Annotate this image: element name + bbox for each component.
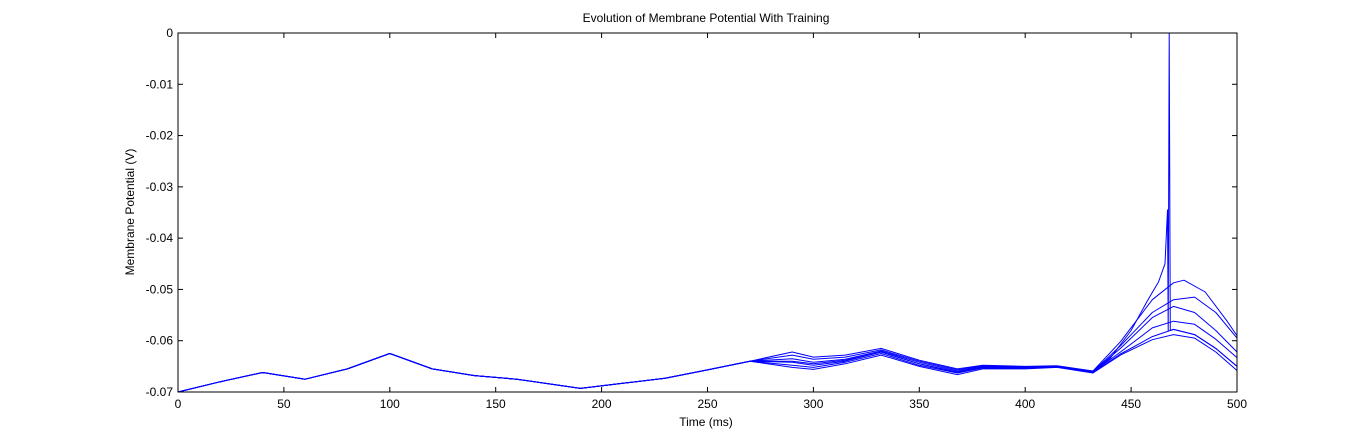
y-tick-label: 0 [166, 26, 173, 40]
x-tick-label: 200 [592, 397, 612, 411]
series-line-3 [177, 320, 1238, 393]
x-tick-label: 450 [1121, 397, 1141, 411]
y-tick-label: -0.05 [146, 282, 174, 296]
y-axis-label: Membrane Potential (V) [123, 149, 137, 276]
plot-frame [177, 32, 1238, 393]
x-axis-label: Time (ms) [679, 415, 733, 429]
plot-lines [177, 32, 1238, 393]
y-tick-label: -0.03 [146, 180, 174, 194]
y-tick-label: -0.01 [146, 77, 174, 91]
series-line-5 [177, 296, 1238, 393]
x-tick-label: 0 [175, 397, 182, 411]
x-tick-label: 250 [697, 397, 717, 411]
x-tick-label: 50 [277, 397, 291, 411]
x-tick-label: 500 [1227, 397, 1247, 411]
x-tick-label: 350 [909, 397, 929, 411]
x-tick-label: 100 [380, 397, 400, 411]
chart-title: Evolution of Membrane Potential With Tra… [583, 11, 830, 25]
series-line-7 [177, 32, 1238, 393]
x-axis: 0 50 100 150 200 250 300 350 400 450 500 [175, 33, 1247, 411]
y-axis: 0 -0.01 -0.02 -0.03 -0.04 -0.05 -0.06 -0.07 [146, 26, 1237, 399]
x-tick-label: 400 [1015, 397, 1035, 411]
series-line-4 [177, 305, 1238, 393]
series-line-6 [177, 279, 1238, 393]
y-tick-label: -0.06 [146, 334, 174, 348]
x-tick-label: 300 [803, 397, 823, 411]
y-tick-label: -0.04 [146, 231, 174, 245]
y-tick-label: -0.07 [146, 385, 174, 399]
series-line-1 [177, 334, 1238, 393]
x-tick-label: 150 [486, 397, 506, 411]
series-line-2 [177, 328, 1238, 393]
y-tick-label: -0.02 [146, 129, 174, 143]
